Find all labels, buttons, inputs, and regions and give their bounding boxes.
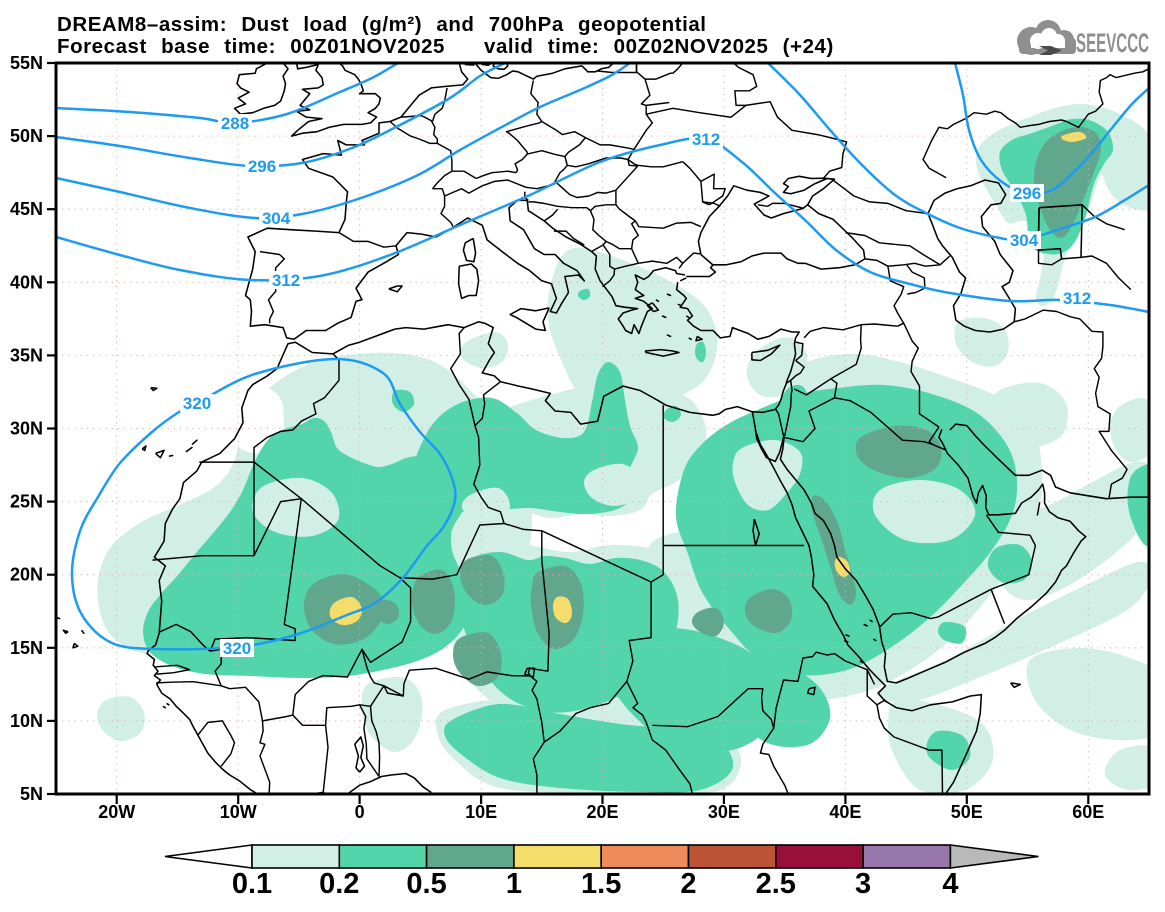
svg-text:1.5: 1.5 — [581, 868, 621, 900]
svg-text:288: 288 — [221, 114, 249, 133]
svg-text:Forecast base time: 00Z01NOV20: Forecast base time: 00Z01NOV2025 — [57, 35, 445, 58]
svg-text:304: 304 — [262, 209, 291, 228]
svg-text:0.5: 0.5 — [406, 868, 446, 900]
svg-text:320: 320 — [223, 639, 251, 658]
svg-text:5N: 5N — [20, 784, 43, 804]
svg-text:312: 312 — [272, 271, 300, 290]
svg-text:3: 3 — [855, 868, 871, 900]
svg-text:0.2: 0.2 — [319, 868, 359, 900]
svg-text:55N: 55N — [10, 53, 43, 73]
svg-text:296: 296 — [248, 157, 276, 176]
svg-text:30N: 30N — [10, 419, 43, 439]
svg-text:2.5: 2.5 — [756, 868, 796, 900]
svg-text:312: 312 — [1063, 289, 1091, 308]
svg-text:15N: 15N — [10, 638, 43, 658]
svg-text:4: 4 — [942, 868, 958, 900]
svg-text:25N: 25N — [10, 492, 43, 512]
svg-text:40E: 40E — [829, 802, 861, 822]
svg-text:35N: 35N — [10, 345, 43, 365]
svg-text:10N: 10N — [10, 711, 43, 731]
svg-text:20E: 20E — [586, 802, 618, 822]
svg-text:DREAM8–assim: Dust load (g/m²): DREAM8–assim: Dust load (g/m²) and 700hP… — [57, 13, 707, 36]
svg-text:2: 2 — [680, 868, 696, 900]
svg-text:30E: 30E — [708, 802, 740, 822]
svg-text:0: 0 — [355, 802, 365, 822]
svg-text:10W: 10W — [220, 802, 257, 822]
svg-text:320: 320 — [183, 394, 211, 413]
svg-text:50E: 50E — [951, 802, 983, 822]
svg-text:0.1: 0.1 — [232, 868, 272, 900]
svg-text:valid time: 00Z02NOV2025 (+24): valid time: 00Z02NOV2025 (+24) — [484, 35, 834, 58]
svg-text:304: 304 — [1010, 231, 1039, 250]
svg-text:1: 1 — [506, 868, 522, 900]
svg-text:50N: 50N — [10, 126, 43, 146]
svg-text:40N: 40N — [10, 272, 43, 292]
svg-text:312: 312 — [692, 130, 720, 149]
svg-text:296: 296 — [1013, 184, 1041, 203]
svg-text:20W: 20W — [98, 802, 135, 822]
svg-text:20N: 20N — [10, 565, 43, 585]
svg-text:45N: 45N — [10, 199, 43, 219]
svg-text:60E: 60E — [1072, 802, 1104, 822]
svg-text:10E: 10E — [465, 802, 497, 822]
svg-text:SEEVCCC: SEEVCCC — [1076, 28, 1149, 58]
